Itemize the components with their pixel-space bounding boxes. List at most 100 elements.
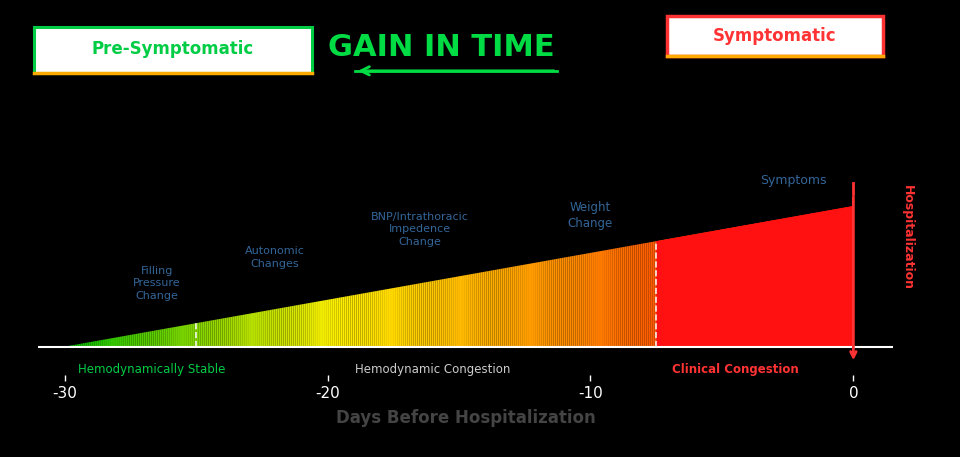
Polygon shape bbox=[477, 273, 479, 346]
Polygon shape bbox=[425, 282, 427, 346]
Polygon shape bbox=[792, 217, 794, 346]
Polygon shape bbox=[589, 253, 591, 346]
Polygon shape bbox=[646, 243, 648, 346]
Polygon shape bbox=[146, 332, 148, 346]
Polygon shape bbox=[848, 207, 850, 346]
Polygon shape bbox=[659, 240, 660, 346]
Polygon shape bbox=[591, 252, 593, 346]
Polygon shape bbox=[400, 287, 402, 346]
Polygon shape bbox=[692, 234, 694, 346]
Polygon shape bbox=[806, 214, 808, 346]
Polygon shape bbox=[534, 263, 536, 346]
Polygon shape bbox=[485, 271, 487, 346]
Polygon shape bbox=[180, 326, 181, 346]
Polygon shape bbox=[347, 296, 348, 346]
Polygon shape bbox=[840, 208, 842, 346]
Polygon shape bbox=[303, 304, 305, 346]
Polygon shape bbox=[277, 308, 279, 346]
Text: Weight
Change: Weight Change bbox=[568, 201, 613, 230]
Polygon shape bbox=[541, 261, 543, 346]
Polygon shape bbox=[674, 238, 676, 346]
Polygon shape bbox=[307, 303, 309, 346]
Polygon shape bbox=[588, 253, 589, 346]
Polygon shape bbox=[775, 220, 777, 346]
Polygon shape bbox=[272, 309, 274, 346]
Polygon shape bbox=[238, 315, 240, 346]
Polygon shape bbox=[758, 223, 760, 346]
Polygon shape bbox=[735, 227, 737, 346]
Polygon shape bbox=[315, 302, 317, 346]
Polygon shape bbox=[73, 345, 75, 346]
Polygon shape bbox=[212, 320, 214, 346]
Polygon shape bbox=[689, 235, 692, 346]
Polygon shape bbox=[609, 249, 611, 346]
Polygon shape bbox=[577, 255, 579, 346]
Polygon shape bbox=[154, 330, 156, 346]
Polygon shape bbox=[369, 292, 371, 346]
Polygon shape bbox=[595, 252, 597, 346]
Polygon shape bbox=[290, 306, 292, 346]
Polygon shape bbox=[725, 228, 727, 346]
Polygon shape bbox=[232, 316, 234, 346]
Polygon shape bbox=[573, 255, 575, 346]
Text: Hemodynamic Congestion: Hemodynamic Congestion bbox=[355, 363, 511, 376]
Polygon shape bbox=[193, 324, 195, 346]
Polygon shape bbox=[459, 276, 461, 346]
Polygon shape bbox=[755, 223, 756, 346]
Polygon shape bbox=[762, 222, 765, 346]
Polygon shape bbox=[513, 266, 515, 346]
Text: Hemodynamically Stable: Hemodynamically Stable bbox=[78, 363, 226, 376]
Polygon shape bbox=[324, 300, 327, 346]
Polygon shape bbox=[378, 290, 380, 346]
Polygon shape bbox=[640, 244, 642, 346]
Polygon shape bbox=[327, 299, 329, 346]
Polygon shape bbox=[745, 225, 747, 346]
Polygon shape bbox=[350, 295, 352, 346]
Polygon shape bbox=[423, 282, 425, 346]
Polygon shape bbox=[114, 337, 116, 346]
Polygon shape bbox=[668, 239, 670, 346]
Polygon shape bbox=[167, 328, 169, 346]
Polygon shape bbox=[418, 283, 420, 346]
Polygon shape bbox=[816, 213, 818, 346]
Polygon shape bbox=[753, 223, 755, 346]
Polygon shape bbox=[784, 218, 786, 346]
Polygon shape bbox=[694, 234, 696, 346]
Polygon shape bbox=[203, 322, 204, 346]
Polygon shape bbox=[163, 329, 165, 346]
Polygon shape bbox=[654, 241, 657, 346]
Polygon shape bbox=[786, 218, 788, 346]
Polygon shape bbox=[672, 238, 674, 346]
Polygon shape bbox=[721, 229, 723, 346]
Polygon shape bbox=[638, 244, 640, 346]
Polygon shape bbox=[515, 266, 516, 346]
Polygon shape bbox=[504, 268, 506, 346]
Polygon shape bbox=[782, 218, 784, 346]
Polygon shape bbox=[156, 330, 157, 346]
Polygon shape bbox=[343, 297, 345, 346]
Polygon shape bbox=[341, 297, 343, 346]
Polygon shape bbox=[124, 336, 126, 346]
Polygon shape bbox=[581, 254, 584, 346]
Polygon shape bbox=[317, 301, 319, 346]
Polygon shape bbox=[298, 305, 300, 346]
Polygon shape bbox=[660, 240, 662, 346]
Polygon shape bbox=[636, 244, 638, 346]
Polygon shape bbox=[250, 313, 252, 346]
Polygon shape bbox=[543, 261, 546, 346]
Polygon shape bbox=[372, 292, 374, 346]
Polygon shape bbox=[102, 340, 104, 346]
Polygon shape bbox=[345, 296, 347, 346]
Polygon shape bbox=[120, 336, 122, 346]
Polygon shape bbox=[824, 211, 826, 346]
Polygon shape bbox=[94, 341, 96, 346]
Polygon shape bbox=[228, 317, 230, 346]
Polygon shape bbox=[706, 232, 708, 346]
Polygon shape bbox=[751, 224, 753, 346]
Polygon shape bbox=[698, 234, 700, 346]
Polygon shape bbox=[687, 235, 689, 346]
Polygon shape bbox=[457, 276, 459, 346]
Polygon shape bbox=[777, 219, 779, 346]
Polygon shape bbox=[177, 326, 180, 346]
Polygon shape bbox=[339, 298, 341, 346]
